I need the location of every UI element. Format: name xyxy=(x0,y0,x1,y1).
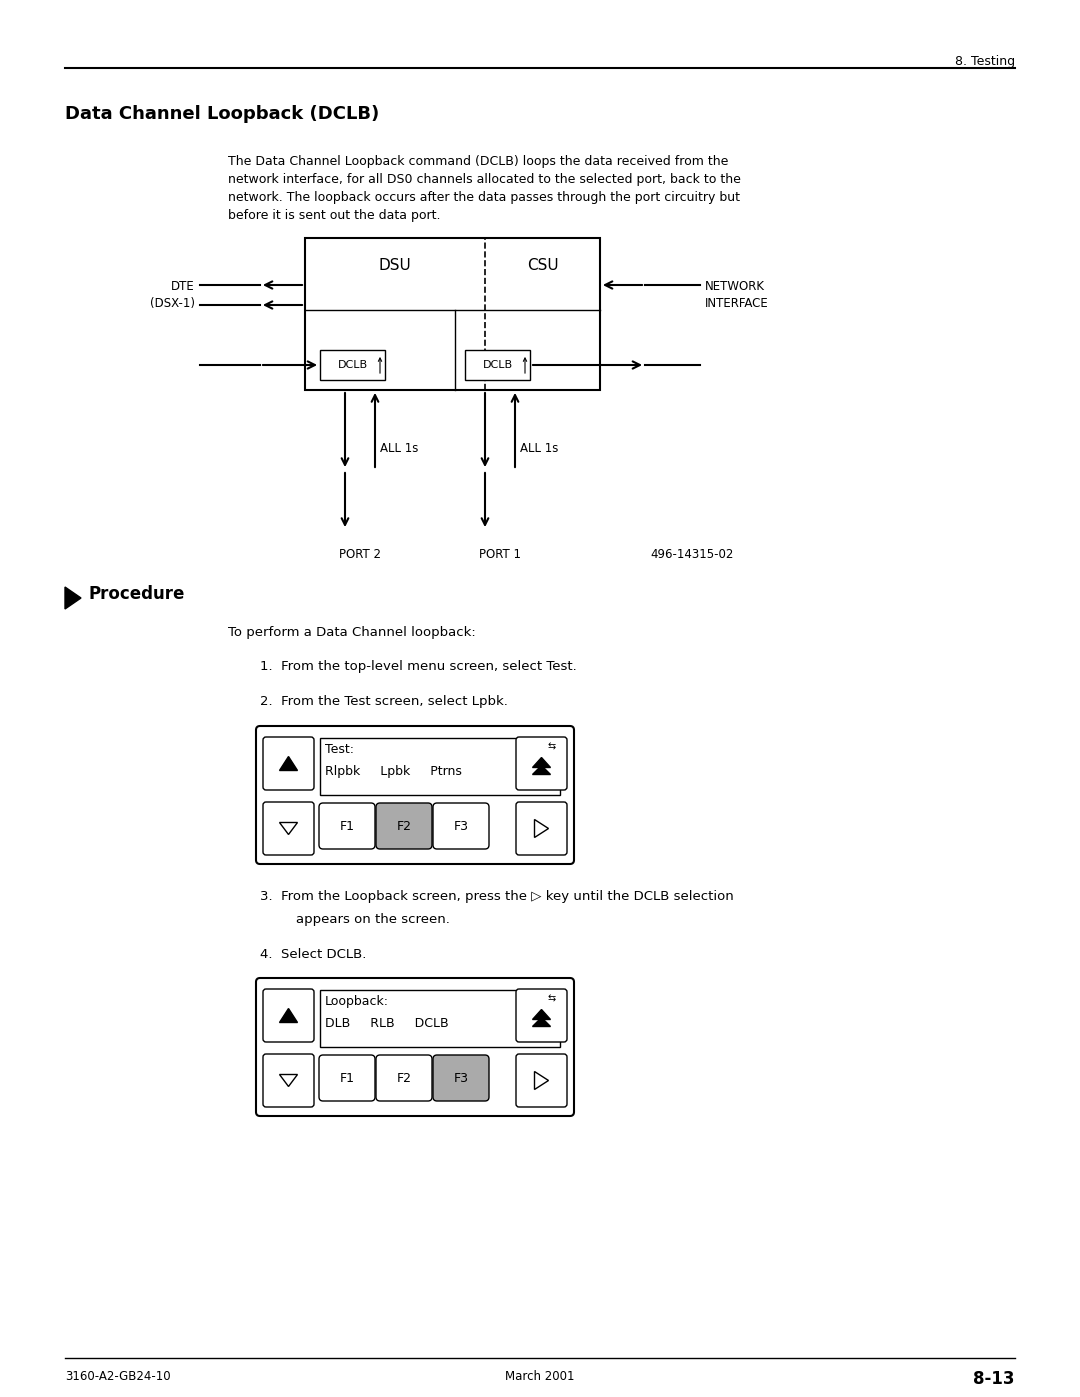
Text: NETWORK
INTERFACE: NETWORK INTERFACE xyxy=(705,279,769,310)
Polygon shape xyxy=(532,1010,551,1020)
Text: DCLB: DCLB xyxy=(483,360,513,370)
FancyBboxPatch shape xyxy=(256,726,573,863)
FancyBboxPatch shape xyxy=(516,802,567,855)
Polygon shape xyxy=(280,1074,297,1087)
FancyBboxPatch shape xyxy=(376,1055,432,1101)
Polygon shape xyxy=(535,1071,549,1090)
Text: Procedure: Procedure xyxy=(89,585,186,604)
FancyBboxPatch shape xyxy=(516,989,567,1042)
Text: 496-14315-02: 496-14315-02 xyxy=(650,548,733,562)
Text: 8-13: 8-13 xyxy=(973,1370,1015,1389)
Text: before it is sent out the data port.: before it is sent out the data port. xyxy=(228,210,441,222)
Polygon shape xyxy=(532,757,551,767)
Text: PORT 2: PORT 2 xyxy=(339,548,381,562)
Text: DCLB: DCLB xyxy=(337,360,367,370)
Bar xyxy=(305,237,600,390)
Polygon shape xyxy=(532,1017,551,1027)
FancyBboxPatch shape xyxy=(256,978,573,1116)
Text: F1: F1 xyxy=(339,1071,354,1084)
Text: Data Channel Loopback (DCLB): Data Channel Loopback (DCLB) xyxy=(65,105,379,123)
Text: 3.  From the Loopback screen, press the ▷ key until the DCLB selection: 3. From the Loopback screen, press the ▷… xyxy=(260,890,733,902)
Text: Loopback:: Loopback: xyxy=(325,995,389,1009)
Bar xyxy=(320,351,384,380)
Text: 1.  From the top-level menu screen, select Test.: 1. From the top-level menu screen, selec… xyxy=(260,659,577,673)
Text: network interface, for all DS0 channels allocated to the selected port, back to : network interface, for all DS0 channels … xyxy=(228,173,741,186)
Text: DLB     RLB     DCLB: DLB RLB DCLB xyxy=(325,1017,448,1030)
FancyBboxPatch shape xyxy=(516,1053,567,1106)
Text: To perform a Data Channel loopback:: To perform a Data Channel loopback: xyxy=(228,626,476,638)
FancyBboxPatch shape xyxy=(264,1053,314,1106)
Text: 8. Testing: 8. Testing xyxy=(955,54,1015,68)
Text: Test:: Test: xyxy=(325,743,354,756)
Text: The Data Channel Loopback command (DCLB) loops the data received from the: The Data Channel Loopback command (DCLB)… xyxy=(228,155,728,168)
Text: network. The loopback occurs after the data passes through the port circuitry bu: network. The loopback occurs after the d… xyxy=(228,191,740,204)
Text: PORT 1: PORT 1 xyxy=(480,548,521,562)
Text: F2: F2 xyxy=(396,1071,411,1084)
FancyBboxPatch shape xyxy=(264,802,314,855)
Polygon shape xyxy=(532,766,551,774)
Polygon shape xyxy=(535,820,549,837)
Text: DSU: DSU xyxy=(379,257,411,272)
Text: ALL 1s: ALL 1s xyxy=(519,441,558,454)
Text: F3: F3 xyxy=(454,1071,469,1084)
FancyBboxPatch shape xyxy=(433,803,489,849)
FancyBboxPatch shape xyxy=(516,738,567,789)
Text: ALL 1s: ALL 1s xyxy=(380,441,418,454)
FancyBboxPatch shape xyxy=(376,803,432,849)
Text: Rlpbk     Lpbk     Ptrns: Rlpbk Lpbk Ptrns xyxy=(325,766,462,778)
FancyBboxPatch shape xyxy=(433,1055,489,1101)
Text: March 2001: March 2001 xyxy=(505,1370,575,1383)
Text: 2.  From the Test screen, select Lpbk.: 2. From the Test screen, select Lpbk. xyxy=(260,694,508,708)
Bar xyxy=(320,990,561,1046)
Polygon shape xyxy=(280,823,297,834)
Polygon shape xyxy=(65,587,81,609)
Text: 3160-A2-GB24-10: 3160-A2-GB24-10 xyxy=(65,1370,171,1383)
Text: F3: F3 xyxy=(454,820,469,833)
FancyBboxPatch shape xyxy=(264,989,314,1042)
FancyBboxPatch shape xyxy=(319,1055,375,1101)
Polygon shape xyxy=(280,757,297,771)
Text: CSU: CSU xyxy=(527,257,558,272)
Text: F2: F2 xyxy=(396,820,411,833)
Text: ⇆: ⇆ xyxy=(548,740,556,752)
Bar xyxy=(320,738,561,795)
Text: DTE
(DSX-1): DTE (DSX-1) xyxy=(150,279,195,310)
FancyBboxPatch shape xyxy=(264,738,314,789)
Text: F1: F1 xyxy=(339,820,354,833)
Text: appears on the screen.: appears on the screen. xyxy=(296,914,450,926)
FancyBboxPatch shape xyxy=(319,803,375,849)
Text: 4.  Select DCLB.: 4. Select DCLB. xyxy=(260,949,366,961)
Text: ⇆: ⇆ xyxy=(548,993,556,1003)
Bar xyxy=(465,351,530,380)
Polygon shape xyxy=(280,1009,297,1023)
